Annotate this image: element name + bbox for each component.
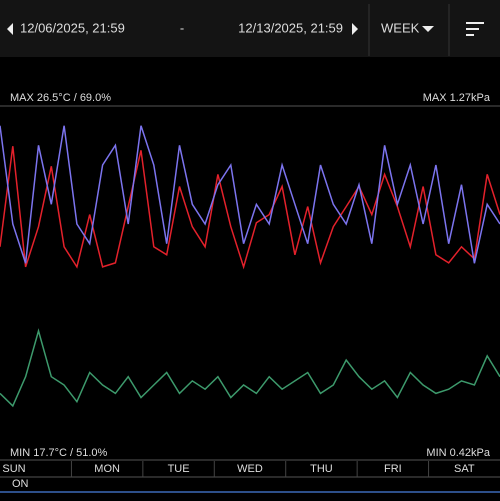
day-label: SUN xyxy=(2,463,25,475)
start-date: 12/06/2025, 21:59 xyxy=(20,20,125,35)
day-label: SAT xyxy=(454,463,475,475)
period-select[interactable]: WEEK xyxy=(381,20,420,35)
menu-bar xyxy=(466,22,484,24)
min-right: MIN 0.42kPa xyxy=(426,447,490,459)
status: ON xyxy=(12,478,29,490)
max-right: MAX 1.27kPa xyxy=(423,92,491,104)
series-line xyxy=(0,125,500,264)
series-line xyxy=(0,328,500,408)
day-label: MON xyxy=(94,463,120,475)
menu-bar xyxy=(466,34,474,36)
max-left: MAX 26.5°C / 69.0% xyxy=(10,92,111,104)
day-label: TUE xyxy=(168,463,190,475)
menu-button[interactable] xyxy=(466,22,484,36)
next-button[interactable] xyxy=(352,23,358,35)
menu-bar xyxy=(466,28,479,30)
min-left: MIN 17.7°C / 51.0% xyxy=(10,447,108,459)
prev-button[interactable] xyxy=(7,23,13,35)
day-label: WED xyxy=(237,463,263,475)
day-label: FRI xyxy=(384,463,402,475)
separator: - xyxy=(180,20,184,35)
series-line xyxy=(0,146,500,270)
header-bar xyxy=(0,0,500,57)
day-label: THU xyxy=(310,463,333,475)
period-caret[interactable] xyxy=(422,26,434,32)
end-date: 12/13/2025, 21:59 xyxy=(238,20,343,35)
